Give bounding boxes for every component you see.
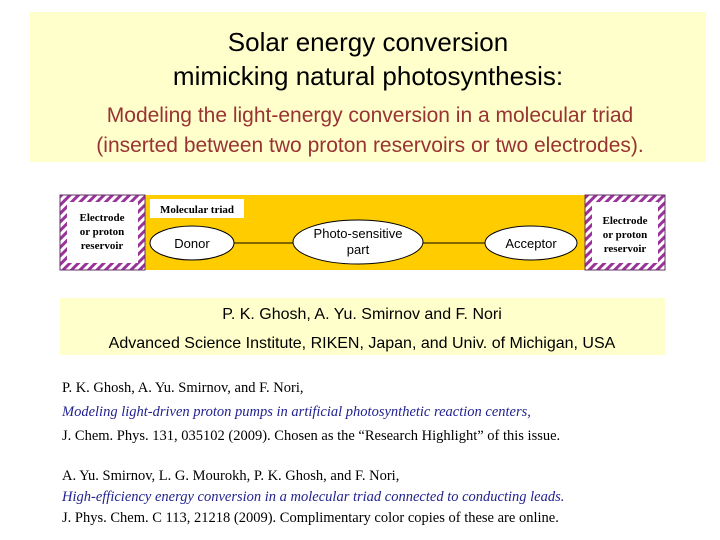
reservoir-label: or proton xyxy=(80,226,125,238)
triad-label-box xyxy=(150,199,244,218)
reservoir-label: reservoir xyxy=(81,240,124,252)
subtitle-line: Modeling the light-energy conversion in … xyxy=(107,104,633,127)
reference-title: High-efficiency energy conversion in a m… xyxy=(61,489,564,505)
reference-source: J. Chem. Phys. 131, 035102 (2009). Chose… xyxy=(62,428,560,444)
title-line: Solar energy conversion xyxy=(228,27,508,57)
donor-label: Donor xyxy=(174,236,210,251)
reference-authors: A. Yu. Smirnov, L. G. Mourokh, P. K. Gho… xyxy=(62,468,399,484)
photo-label: Photo-sensitive xyxy=(314,226,403,241)
acceptor-node xyxy=(484,225,578,261)
reservoir-label: or proton xyxy=(603,229,648,241)
photo-node xyxy=(292,219,424,265)
reference-authors: P. K. Ghosh, A. Yu. Smirnov, and F. Nori… xyxy=(62,380,303,396)
acceptor-label: Acceptor xyxy=(505,236,557,251)
reference-source: J. Phys. Chem. C 113, 21218 (2009). Comp… xyxy=(62,510,559,526)
reservoir-label: reservoir xyxy=(604,243,647,255)
header-box xyxy=(30,12,706,162)
photo-label: part xyxy=(347,242,370,257)
reservoir-label: Electrode xyxy=(79,212,124,224)
right-reservoir-inner xyxy=(592,202,658,263)
reservoir-label: Electrode xyxy=(602,215,647,227)
authors: P. K. Ghosh, A. Yu. Smirnov and F. Nori xyxy=(222,306,502,323)
affiliation: Advanced Science Institute, RIKEN, Japan… xyxy=(109,335,616,352)
title-line: mimicking natural photosynthesis: xyxy=(173,61,563,91)
subtitle-line: (inserted between two proton reservoirs … xyxy=(96,134,643,157)
donor-node xyxy=(149,225,235,261)
left-reservoir-inner xyxy=(67,202,138,263)
triad-label: Molecular triad xyxy=(160,204,234,216)
authors-box xyxy=(60,298,665,355)
reference-title: Modeling light-driven proton pumps in ar… xyxy=(61,404,531,420)
